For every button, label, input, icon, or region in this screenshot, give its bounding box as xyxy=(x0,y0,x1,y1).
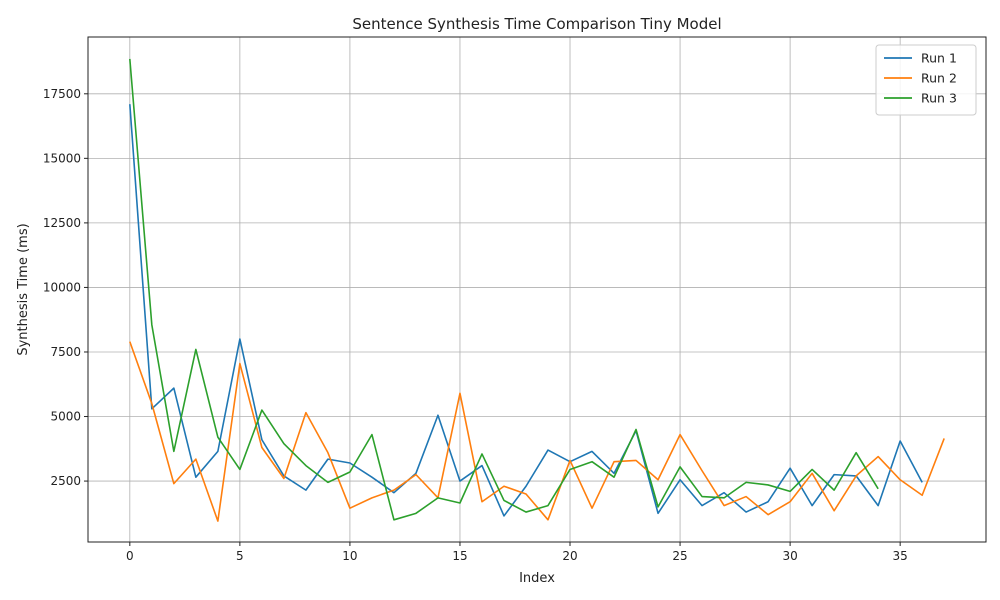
legend: Run 1 Run 2 Run 3 xyxy=(875,44,977,116)
x-tick-label: 5 xyxy=(236,549,244,563)
grid-lines xyxy=(88,37,986,542)
x-tick-label: 10 xyxy=(342,549,357,563)
series-line-run-1 xyxy=(129,104,923,517)
legend-label: Run 3 xyxy=(921,91,957,106)
series-line-run-2 xyxy=(129,341,945,522)
y-tick-label: 2500 xyxy=(50,474,81,488)
x-tick-label: 15 xyxy=(452,549,467,563)
legend-label: Run 2 xyxy=(921,71,957,86)
plot-frame xyxy=(87,36,987,543)
axis-ticks: 0 5 10 15 20 25 30 35 2500 5000 7500 10000 12500 1500… xyxy=(43,87,908,563)
x-tick-label: 25 xyxy=(672,549,687,563)
x-tick-label: 0 xyxy=(126,549,134,563)
x-tick-label: 30 xyxy=(782,549,797,563)
x-tick-label: 35 xyxy=(893,549,908,563)
series-lines xyxy=(129,58,945,522)
x-axis-label: Index xyxy=(519,571,555,586)
series-line-run-3 xyxy=(129,58,879,521)
y-axis-label: Synthesis Time (ms) xyxy=(16,223,31,355)
x-tick-label: 20 xyxy=(562,549,577,563)
y-tick-label: 7500 xyxy=(50,345,81,359)
y-tick-label: 17500 xyxy=(43,87,81,101)
legend-label: Run 1 xyxy=(921,51,957,66)
y-tick-label: 15000 xyxy=(43,151,81,165)
y-tick-label: 12500 xyxy=(43,216,81,230)
y-tick-label: 5000 xyxy=(50,410,81,424)
chart-title: Sentence Synthesis Time Comparison Tiny … xyxy=(352,15,721,33)
y-tick-label: 10000 xyxy=(43,280,81,294)
